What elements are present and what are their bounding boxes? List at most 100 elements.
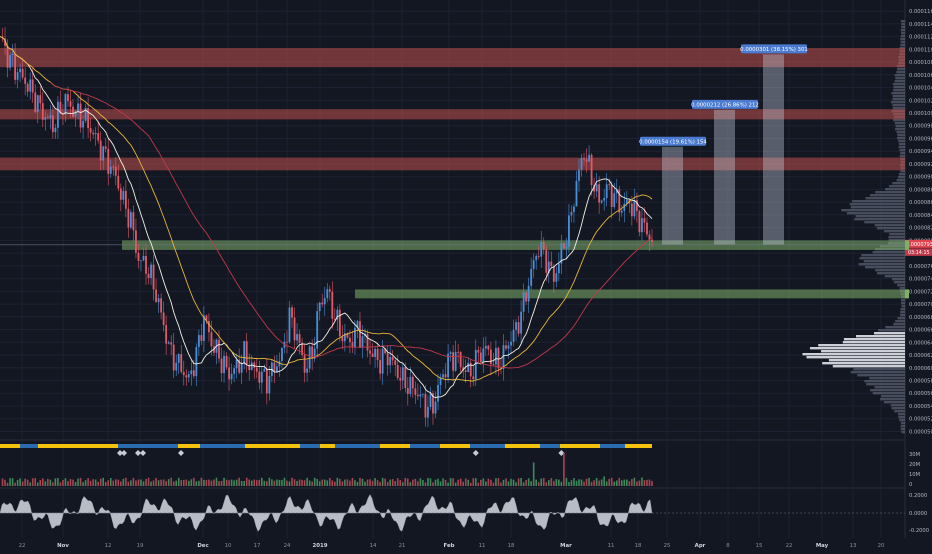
volume-profile-bar bbox=[900, 41, 905, 44]
candle-body bbox=[273, 362, 276, 372]
candle-body bbox=[414, 388, 417, 395]
candle-body bbox=[603, 198, 606, 201]
volume-profile-bar bbox=[895, 77, 905, 80]
candle-body bbox=[89, 128, 92, 133]
status-segment bbox=[200, 444, 245, 448]
candle-body bbox=[560, 243, 563, 264]
volume-bar bbox=[540, 478, 543, 486]
volume-bar bbox=[517, 478, 520, 486]
price-tick-label: 0.0001100 bbox=[909, 47, 932, 53]
volume-profile-bar bbox=[900, 152, 905, 155]
status-segment bbox=[20, 444, 38, 448]
volume-bar bbox=[442, 478, 444, 486]
volume-bar bbox=[331, 480, 334, 486]
candle-body bbox=[122, 190, 125, 200]
candle-body bbox=[127, 208, 130, 228]
candle-body bbox=[69, 101, 72, 107]
candle-body bbox=[507, 345, 510, 349]
volume-bar bbox=[429, 478, 432, 486]
volume-profile-bar bbox=[885, 326, 905, 329]
candle-body bbox=[618, 189, 621, 213]
candle-body bbox=[351, 342, 354, 348]
candle-body bbox=[401, 367, 404, 381]
volume-bar bbox=[412, 479, 414, 486]
volume-bar bbox=[492, 482, 495, 486]
volume-bar bbox=[94, 479, 97, 486]
candle-body bbox=[170, 342, 173, 345]
volume-bar bbox=[311, 481, 313, 486]
volume-bar bbox=[603, 476, 605, 486]
candle-body bbox=[276, 366, 278, 372]
candle-body bbox=[442, 374, 444, 378]
price-tick-label: 0.0000840 bbox=[909, 213, 932, 219]
volume-profile-bar bbox=[855, 335, 905, 338]
volume-bar bbox=[321, 479, 324, 486]
candle-body bbox=[147, 273, 150, 279]
volume-bar bbox=[374, 478, 376, 486]
volume-profile-bar bbox=[900, 311, 905, 314]
volume-bar bbox=[472, 478, 475, 486]
volume-profile-bar bbox=[876, 227, 905, 230]
candle-body bbox=[281, 347, 283, 361]
price-tick-label: 0.0000500 bbox=[909, 429, 932, 435]
candle-body bbox=[220, 358, 223, 374]
volume-bar bbox=[522, 482, 525, 486]
volume-bar bbox=[303, 480, 306, 486]
volume-profile-bar bbox=[850, 371, 905, 374]
volume-bar bbox=[578, 479, 580, 486]
status-segment bbox=[380, 444, 410, 448]
volume-profile-bar bbox=[899, 287, 905, 290]
volume-bar bbox=[240, 480, 243, 486]
volume-profile-bar bbox=[866, 383, 905, 386]
volume-bar bbox=[74, 481, 77, 486]
candle-body bbox=[356, 321, 359, 328]
candle-body bbox=[301, 342, 303, 355]
candle-body bbox=[457, 351, 460, 353]
volume-bar bbox=[407, 478, 409, 486]
volume-profile-bar bbox=[897, 317, 905, 320]
volume-profile-bar bbox=[854, 218, 905, 221]
volume-bar bbox=[432, 482, 434, 486]
candle-body bbox=[633, 200, 636, 217]
price-tick-label: 0.0000760 bbox=[909, 264, 932, 270]
volume-bar bbox=[97, 481, 99, 486]
volume-bar bbox=[379, 482, 381, 486]
price-tick-label: 0.0000900 bbox=[909, 175, 932, 181]
candle-body bbox=[349, 337, 351, 343]
volume-bar bbox=[145, 478, 147, 486]
candle-body bbox=[381, 348, 384, 374]
volume-bar bbox=[36, 482, 39, 486]
volume-bar bbox=[344, 479, 346, 486]
candle-body bbox=[240, 363, 243, 373]
volume-bar bbox=[293, 479, 296, 486]
candle-body bbox=[218, 339, 220, 359]
volume-bar bbox=[200, 477, 203, 486]
volume-bar bbox=[255, 480, 258, 486]
volume-profile-bar bbox=[895, 128, 905, 131]
candle-body bbox=[34, 92, 37, 113]
volume-profile-bar bbox=[849, 203, 905, 206]
candle-body bbox=[419, 394, 422, 397]
time-tick-label: 20 bbox=[878, 543, 885, 549]
candle-body bbox=[409, 376, 412, 394]
volume-profile-bar bbox=[898, 176, 905, 179]
volume-profile-bar bbox=[898, 143, 905, 146]
candle-body bbox=[540, 241, 543, 257]
candle-body bbox=[535, 255, 538, 261]
status-segment bbox=[505, 444, 540, 448]
candle-body bbox=[59, 101, 62, 114]
candle-body bbox=[102, 146, 105, 161]
volume-bar bbox=[588, 477, 590, 486]
volume-bar bbox=[464, 478, 467, 486]
volume-bar bbox=[490, 479, 492, 486]
volume-bar bbox=[359, 477, 361, 486]
volume-bar bbox=[477, 482, 480, 486]
candle-body bbox=[573, 206, 575, 212]
time-tick-label: Feb bbox=[444, 543, 455, 549]
volume-profile-bar bbox=[899, 149, 905, 152]
candle-body bbox=[333, 318, 336, 320]
candle-body bbox=[49, 115, 52, 119]
resistance-zone bbox=[0, 157, 905, 171]
volume-bar bbox=[507, 481, 510, 486]
